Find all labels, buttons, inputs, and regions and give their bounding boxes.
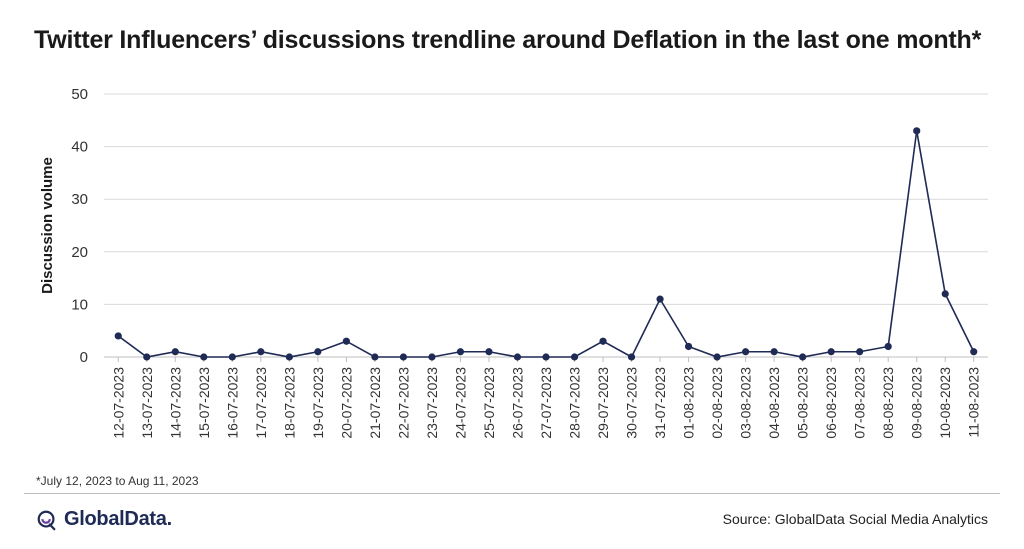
data-point [285,353,293,361]
x-tick-label: 28-07-2023 [567,367,583,439]
data-point [143,353,151,361]
x-tick-label: 01-08-2023 [681,367,697,439]
y-tick-label: 50 [71,86,88,103]
data-point [257,348,265,356]
x-tick-label: 19-07-2023 [310,367,326,439]
data-point [456,348,465,356]
x-tick-label: 29-07-2023 [595,367,611,439]
footer-divider [24,493,1000,494]
globaldata-logo-icon [37,510,56,530]
data-point [114,332,122,340]
data-point [542,353,550,361]
data-point [513,353,522,361]
x-tick-label: 11-08-2023 [966,367,982,438]
brand-name: GlobalData. [64,508,172,530]
data-point [799,353,807,361]
x-tick-label: 20-07-2023 [338,367,354,439]
y-tick-label: 10 [71,296,88,313]
data-point [913,127,921,135]
x-tick-label: 22-07-2023 [395,367,411,439]
x-tick-label: 04-08-2023 [766,367,782,439]
data-point [314,348,322,356]
y-tick-label: 0 [80,349,88,366]
x-tick-label: 08-08-2023 [880,367,896,439]
x-tick-label: 12-07-2023 [110,367,126,439]
data-point [742,348,750,356]
data-point [570,353,579,361]
x-tick-label: 10-08-2023 [937,367,953,439]
date-range-footnote: *July 12, 2023 to Aug 11, 2023 [36,474,199,488]
data-point [200,353,208,361]
data-point [599,337,607,345]
data-point [171,348,179,356]
data-point [684,342,693,351]
x-tick-label: 06-08-2023 [823,367,839,439]
x-tick-label: 02-08-2023 [709,367,725,439]
data-point [884,342,892,351]
x-tick-label: 21-07-2023 [367,367,383,439]
x-tick-label: 13-07-2023 [139,367,155,439]
x-tick-label: 15-07-2023 [196,367,212,439]
chart-title: Twitter Influencers’ discussions trendli… [34,26,982,54]
x-tick-label: 25-07-2023 [481,367,497,439]
y-axis-title: Discussion volume [39,157,56,294]
x-tick-label: 05-08-2023 [795,367,811,439]
x-tick-label: 18-07-2023 [281,367,297,439]
x-tick-label: 27-07-2023 [538,367,554,439]
data-point [941,290,949,298]
y-tick-label: 20 [71,244,88,261]
data-point [228,353,236,361]
x-tick-label: 31-07-2023 [652,367,668,439]
x-tick-label: 30-07-2023 [624,367,640,439]
line-chart: 0 10 20 30 40 50 12-07-2023 13-07-2023 14-07-202… [39,86,988,439]
x-tick-label: 07-08-2023 [852,367,868,439]
data-point [399,353,408,361]
source-note: Source: GlobalData Social Media Analytic… [722,511,988,527]
data-point [371,353,379,361]
data-point [770,348,778,356]
data-point [627,353,636,361]
data-point [342,337,350,345]
globaldata-logo: GlobalData. [36,508,172,531]
y-tick-label: 40 [71,139,88,156]
x-tick-label: 26-07-2023 [509,367,525,439]
x-tick-label: 23-07-2023 [424,367,440,439]
series-line [117,130,975,359]
x-tick-label: 16-07-2023 [224,367,240,439]
data-point [656,295,664,303]
x-tick-label: 09-08-2023 [909,367,925,439]
data-point [856,348,864,356]
x-tick-label: 17-07-2023 [253,367,269,439]
x-tick-label: 24-07-2023 [452,367,468,439]
data-point [485,348,493,356]
data-point [428,353,436,361]
data-point [713,353,721,361]
data-point [827,348,835,356]
x-tick-label: 14-07-2023 [167,367,183,439]
y-tick-label: 30 [71,191,88,208]
x-tick-label: 03-08-2023 [738,367,754,439]
data-point [970,348,978,356]
